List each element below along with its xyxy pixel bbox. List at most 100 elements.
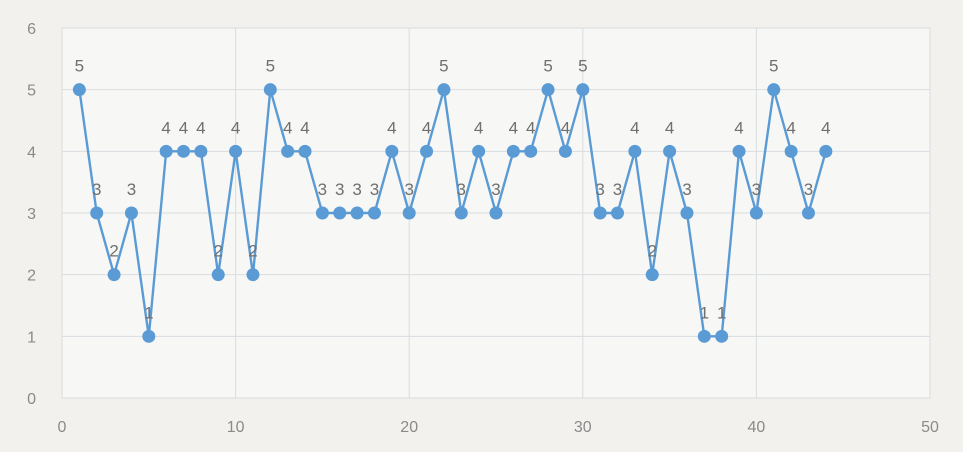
data-point (437, 83, 451, 97)
data-label: 4 (786, 118, 795, 137)
data-point (801, 206, 815, 220)
data-label: 4 (231, 118, 240, 137)
data-point (246, 268, 260, 282)
data-point (402, 206, 416, 220)
x-axis-tick-labels: 0 10 20 30 40 50 (58, 419, 939, 436)
x-tick-label: 40 (748, 419, 766, 436)
data-label: 3 (491, 180, 500, 199)
y-axis-tick-labels: 0 1 2 3 4 5 6 (27, 21, 36, 408)
data-point (697, 329, 711, 343)
data-point (506, 144, 520, 158)
data-point (489, 206, 503, 220)
data-point (663, 144, 677, 158)
data-label: 4 (509, 118, 518, 137)
data-point (90, 206, 104, 220)
data-label: 3 (752, 180, 761, 199)
data-label: 3 (804, 180, 813, 199)
data-label: 4 (283, 118, 292, 137)
x-tick-label: 50 (921, 419, 939, 436)
data-label: 4 (526, 118, 535, 137)
data-label: 3 (335, 180, 344, 199)
data-label: 3 (613, 180, 622, 199)
data-point (645, 268, 659, 282)
data-label: 5 (543, 57, 552, 76)
data-label: 4 (665, 118, 674, 137)
series-line (78, 88, 827, 338)
data-point (524, 144, 538, 158)
data-point (385, 144, 399, 158)
data-label: 3 (370, 180, 379, 199)
data-label: 4 (161, 118, 170, 137)
data-label: 4 (561, 118, 570, 137)
data-label: 1 (700, 303, 709, 322)
x-tick-label: 0 (58, 419, 67, 436)
data-label: 4 (734, 118, 743, 137)
y-tick-label: 5 (27, 83, 36, 100)
data-point (593, 206, 607, 220)
data-label: 5 (266, 57, 275, 76)
data-label: 4 (179, 118, 188, 137)
data-point (628, 144, 642, 158)
data-point (211, 268, 225, 282)
data-point (472, 144, 486, 158)
data-point (333, 206, 347, 220)
data-label: 4 (387, 118, 396, 137)
data-point (749, 206, 763, 220)
data-point (72, 83, 86, 97)
data-label: 4 (422, 118, 431, 137)
data-label: 5 (439, 57, 448, 76)
data-point (576, 83, 590, 97)
data-point (298, 144, 312, 158)
data-label: 2 (648, 242, 657, 261)
data-label: 3 (682, 180, 691, 199)
data-point (315, 206, 329, 220)
data-point (558, 144, 572, 158)
data-label: 5 (578, 57, 587, 76)
data-point (142, 329, 156, 343)
data-label: 5 (75, 57, 84, 76)
y-tick-label: 4 (27, 144, 36, 161)
data-point (177, 144, 191, 158)
x-tick-label: 30 (574, 419, 592, 436)
data-label: 3 (127, 180, 136, 199)
data-point (819, 144, 833, 158)
data-label: 2 (214, 242, 223, 261)
data-label: 3 (404, 180, 413, 199)
data-point (281, 144, 295, 158)
data-label: 3 (92, 180, 101, 199)
data-label: 3 (352, 180, 361, 199)
x-tick-label: 10 (227, 419, 245, 436)
data-label: 4 (630, 118, 639, 137)
data-label: 4 (821, 118, 830, 137)
data-point (124, 206, 138, 220)
data-point (611, 206, 625, 220)
data-point (229, 144, 243, 158)
data-point (732, 144, 746, 158)
data-label: 4 (196, 118, 205, 137)
data-point (715, 329, 729, 343)
data-point (350, 206, 364, 220)
data-point (263, 83, 277, 97)
y-tick-label: 3 (27, 206, 36, 223)
data-label: 5 (769, 57, 778, 76)
data-point (107, 268, 121, 282)
data-label: 2 (248, 242, 257, 261)
data-point (367, 206, 381, 220)
data-point (541, 83, 555, 97)
y-tick-label: 6 (27, 21, 36, 38)
data-point (420, 144, 434, 158)
y-tick-label: 2 (27, 268, 36, 285)
data-label: 3 (318, 180, 327, 199)
data-point (784, 144, 798, 158)
data-label: 3 (595, 180, 604, 199)
y-tick-label: 1 (27, 329, 36, 346)
data-label: 2 (109, 242, 118, 261)
data-point (194, 144, 208, 158)
data-label: 1 (144, 303, 153, 322)
data-label: 3 (457, 180, 466, 199)
data-point (159, 144, 173, 158)
data-label: 4 (300, 118, 309, 137)
y-tick-label: 0 (27, 391, 36, 408)
